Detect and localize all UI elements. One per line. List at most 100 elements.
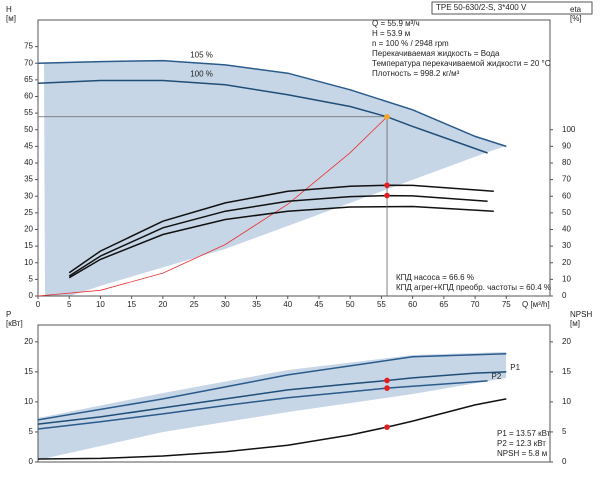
y-tick-label: 20 — [24, 225, 33, 234]
x-label: Q [м³/h] — [522, 300, 550, 309]
y-tick-label: 70 — [24, 58, 33, 67]
marker — [384, 113, 390, 120]
marker — [384, 182, 390, 189]
x-tick-label: 35 — [252, 300, 261, 309]
x-tick-label: 55 — [377, 300, 386, 309]
series-line — [37, 59, 507, 148]
x-tick-label: 30 — [221, 300, 230, 309]
series-line — [37, 371, 507, 425]
y-tick-label: 0 — [29, 291, 34, 300]
series-line — [68, 194, 488, 277]
chart-title: TPE 50-630/2-S, 3*400 V — [436, 3, 527, 12]
note: КПД насоса = 66.6 % — [396, 273, 474, 282]
y2-tick-label: 5 — [562, 427, 567, 436]
y2-unit: [м] — [570, 319, 580, 328]
x-tick-label: 25 — [190, 300, 199, 309]
x-tick-label: 0 — [36, 300, 41, 309]
y-unit: [м] — [6, 14, 16, 23]
note: P2 = 12.3 кВт — [497, 439, 546, 448]
annotation: Перекачиваемая жидкость = Вода — [372, 49, 500, 58]
series-label: P2 — [492, 372, 502, 381]
y-tick-label: 45 — [24, 141, 33, 150]
marker — [384, 192, 390, 199]
x-tick-label: 15 — [127, 300, 136, 309]
x-tick-label: 10 — [96, 300, 105, 309]
y-tick-label: 60 — [24, 92, 33, 101]
y-tick-label: 35 — [24, 175, 33, 184]
y2-tick-label: 20 — [562, 258, 571, 267]
x-tick-label: 65 — [439, 300, 448, 309]
note: КПД агрег+КПД преобр. частоты = 60.4 % — [396, 283, 551, 292]
y2-tick-label: 30 — [562, 241, 571, 250]
annotation: Q = 55.9 м³/ч — [372, 19, 420, 28]
series-line — [68, 184, 494, 274]
y-tick-label: 30 — [24, 191, 33, 200]
x-tick-label: 60 — [408, 300, 417, 309]
y2-tick-label: 80 — [562, 158, 571, 167]
y-unit: [кВт] — [6, 319, 23, 328]
y-tick-label: 15 — [24, 241, 33, 250]
y-label: H — [6, 5, 12, 14]
marker — [384, 377, 390, 384]
series-label: 100 % — [190, 70, 213, 79]
y-tick-label: 15 — [24, 367, 33, 376]
y2-tick-label: 50 — [562, 208, 571, 217]
y-label: P — [6, 310, 11, 319]
series-label: 105 % — [190, 51, 213, 60]
y-tick-label: 5 — [29, 427, 34, 436]
x-tick-label: 5 — [67, 300, 72, 309]
marker — [384, 385, 390, 391]
y-tick-label: 0 — [29, 457, 34, 466]
annotation: Плотность = 998.2 кг/м³ — [372, 69, 460, 78]
y-tick-label: 10 — [24, 397, 33, 406]
annotation: Температура перекачиваемой жидкости = 20… — [372, 59, 551, 68]
marker — [384, 424, 390, 430]
x-tick-label: 45 — [315, 300, 324, 309]
y2-tick-label: 60 — [562, 191, 571, 200]
y-tick-label: 5 — [29, 274, 34, 283]
y2-tick-label: 20 — [562, 337, 571, 346]
y-tick-label: 65 — [24, 75, 33, 84]
y-tick-label: 40 — [24, 158, 33, 167]
x-tick-label: 20 — [158, 300, 167, 309]
series-line — [37, 79, 488, 154]
series-line — [37, 116, 388, 297]
note: P1 = 13.57 кВт — [497, 429, 551, 438]
y-tick-label: 55 — [24, 108, 33, 117]
y2-tick-label: 40 — [562, 225, 571, 234]
y-tick-label: 50 — [24, 125, 33, 134]
y2-tick-label: 15 — [562, 367, 571, 376]
x-tick-label: 70 — [471, 300, 480, 309]
y-tick-label: 75 — [24, 42, 33, 51]
y2-tick-label: 0 — [562, 457, 567, 466]
annotation: n = 100 % / 2948 rpm — [372, 39, 449, 48]
series-label: P1 — [510, 363, 520, 372]
note: NPSH = 5.8 м — [497, 449, 547, 458]
series-line — [68, 205, 494, 279]
y-tick-label: 25 — [24, 208, 33, 217]
y-tick-label: 20 — [24, 337, 33, 346]
plot-frame — [37, 324, 551, 463]
x-tick-label: 40 — [283, 300, 292, 309]
y-tick-label: 10 — [24, 258, 33, 267]
power-range — [38, 352, 506, 460]
title-box — [431, 1, 593, 15]
series-line — [37, 380, 488, 430]
x-tick-label: 75 — [502, 300, 511, 309]
y2-label: NPSH — [570, 310, 592, 319]
x-tick-label: 50 — [346, 300, 355, 309]
y2-tick-label: 0 — [562, 291, 567, 300]
y2-unit: [%] — [570, 14, 582, 23]
series-line — [37, 398, 507, 460]
y2-label: eta — [570, 5, 582, 14]
y2-tick-label: 100 — [562, 125, 576, 134]
y2-tick-label: 10 — [562, 274, 571, 283]
y2-tick-label: 90 — [562, 141, 571, 150]
y2-tick-label: 10 — [562, 397, 571, 406]
series-line — [37, 353, 507, 421]
plot-frame — [37, 19, 551, 297]
annotation: H = 53.9 м — [372, 29, 410, 38]
y2-tick-label: 70 — [562, 175, 571, 184]
operating-range — [38, 61, 506, 296]
